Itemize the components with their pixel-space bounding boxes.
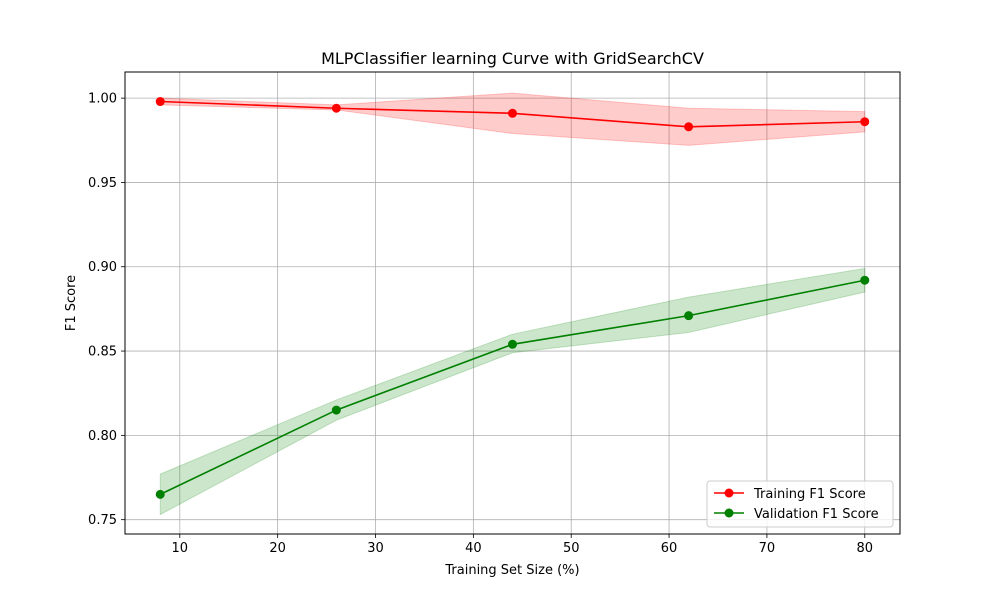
point-validation	[508, 339, 517, 349]
series-points	[155, 97, 870, 499]
point-validation	[155, 489, 165, 499]
y-axis-label: F1 Score	[64, 275, 79, 331]
point-validation	[860, 275, 870, 285]
grid	[125, 72, 900, 534]
legend-label-training: Training F1 Score	[753, 487, 866, 502]
point-training	[684, 122, 694, 132]
point-training	[860, 117, 870, 127]
y-tick-label: 0.85	[88, 345, 117, 360]
x-tick-label: 30	[367, 541, 384, 556]
x-tick-label: 80	[856, 541, 873, 556]
x-tick-label: 10	[172, 541, 189, 556]
band-validation	[159, 267, 866, 516]
y-tick-label: 0.90	[88, 260, 117, 275]
plot-frame	[124, 71, 901, 535]
x-tick-label: 20	[269, 541, 286, 556]
y-tick-label: 0.95	[88, 176, 117, 191]
point-training	[508, 108, 517, 118]
chart-title: MLPClassifier learning Curve with GridSe…	[321, 49, 704, 68]
point-training	[155, 97, 165, 107]
point-validation	[331, 405, 341, 415]
x-tick-label: 70	[759, 541, 776, 556]
y-tick-label: 0.75	[88, 513, 117, 528]
x-tick-label: 40	[465, 541, 482, 556]
band-training	[159, 92, 866, 146]
point-training	[331, 103, 341, 113]
x-tick-label: 50	[563, 541, 580, 556]
confidence-bands	[159, 92, 866, 516]
legend-box	[706, 480, 894, 528]
x-tick-label: 60	[661, 541, 678, 556]
legend: Training F1 Score Validation F1 Score	[706, 480, 894, 528]
x-axis-ticks: 10 20 30 40 50 60 70 80	[172, 534, 873, 556]
x-axis-label: Training Set Size (%)	[444, 563, 579, 578]
legend-label-validation: Validation F1 Score	[754, 507, 879, 522]
y-tick-label: 0.80	[88, 429, 117, 444]
y-tick-label: 1.00	[88, 92, 117, 107]
point-validation	[684, 311, 694, 321]
legend-marker-training	[724, 488, 734, 498]
legend-marker-validation	[724, 508, 734, 518]
y-axis-ticks: 0.75 0.80 0.85 0.90 0.95 1.00	[88, 92, 125, 528]
